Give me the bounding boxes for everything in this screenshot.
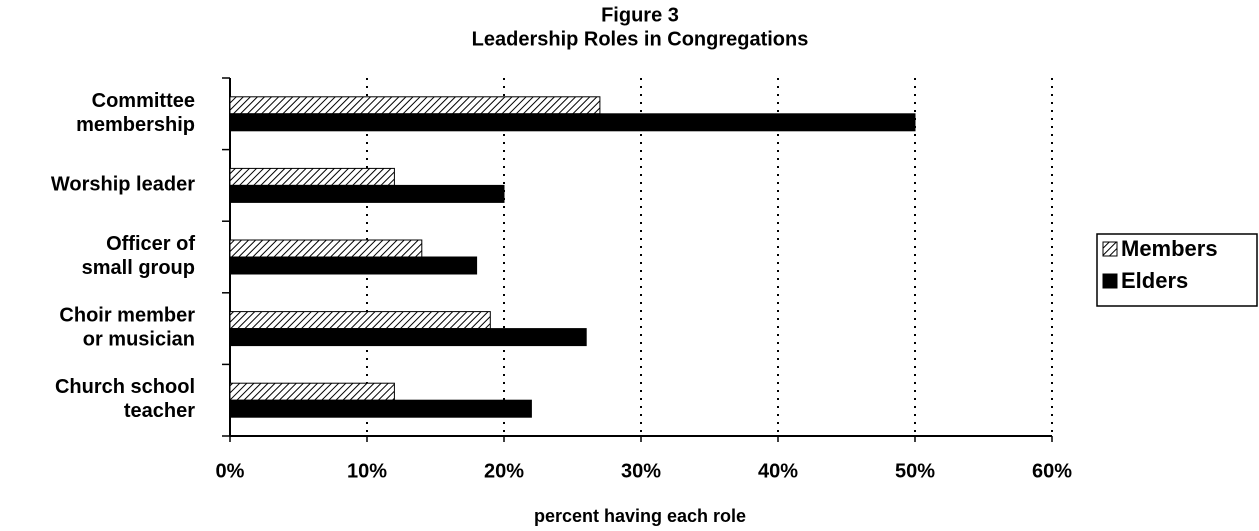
chart-title: Figure 3 — [601, 4, 679, 26]
bar — [229, 311, 491, 330]
x-tick-label: 20% — [484, 460, 524, 482]
x-tick-label: 30% — [621, 460, 661, 482]
y-tick-label: Worship leader — [51, 174, 195, 196]
bar — [229, 256, 478, 275]
y-tick-label: Committee membership — [76, 90, 195, 136]
legend-label: Elders — [1121, 268, 1188, 293]
x-tick-label: 0% — [216, 460, 245, 482]
x-tick-label: 60% — [1032, 460, 1072, 482]
bar — [229, 184, 505, 203]
bar — [229, 239, 423, 258]
bar — [229, 328, 587, 347]
legend-label: Members — [1121, 236, 1218, 261]
chart-subtitle: Leadership Roles in Congregations — [472, 28, 809, 50]
bar — [229, 113, 916, 132]
bar — [229, 399, 532, 418]
y-tick-label: Church school teacher — [55, 376, 195, 422]
y-tick-label: Officer of small group — [82, 233, 196, 279]
bar — [229, 96, 601, 115]
x-tick-label: 50% — [895, 460, 935, 482]
legend-box — [1096, 233, 1258, 307]
x-tick-label: 10% — [347, 460, 387, 482]
legend-swatch — [1102, 273, 1118, 289]
bar — [229, 382, 395, 401]
y-tick-label: Choir member or musician — [59, 305, 195, 351]
bar — [229, 167, 395, 186]
x-axis-label: percent having each role — [534, 506, 746, 526]
legend-swatch — [1102, 241, 1118, 257]
x-tick-label: 40% — [758, 460, 798, 482]
